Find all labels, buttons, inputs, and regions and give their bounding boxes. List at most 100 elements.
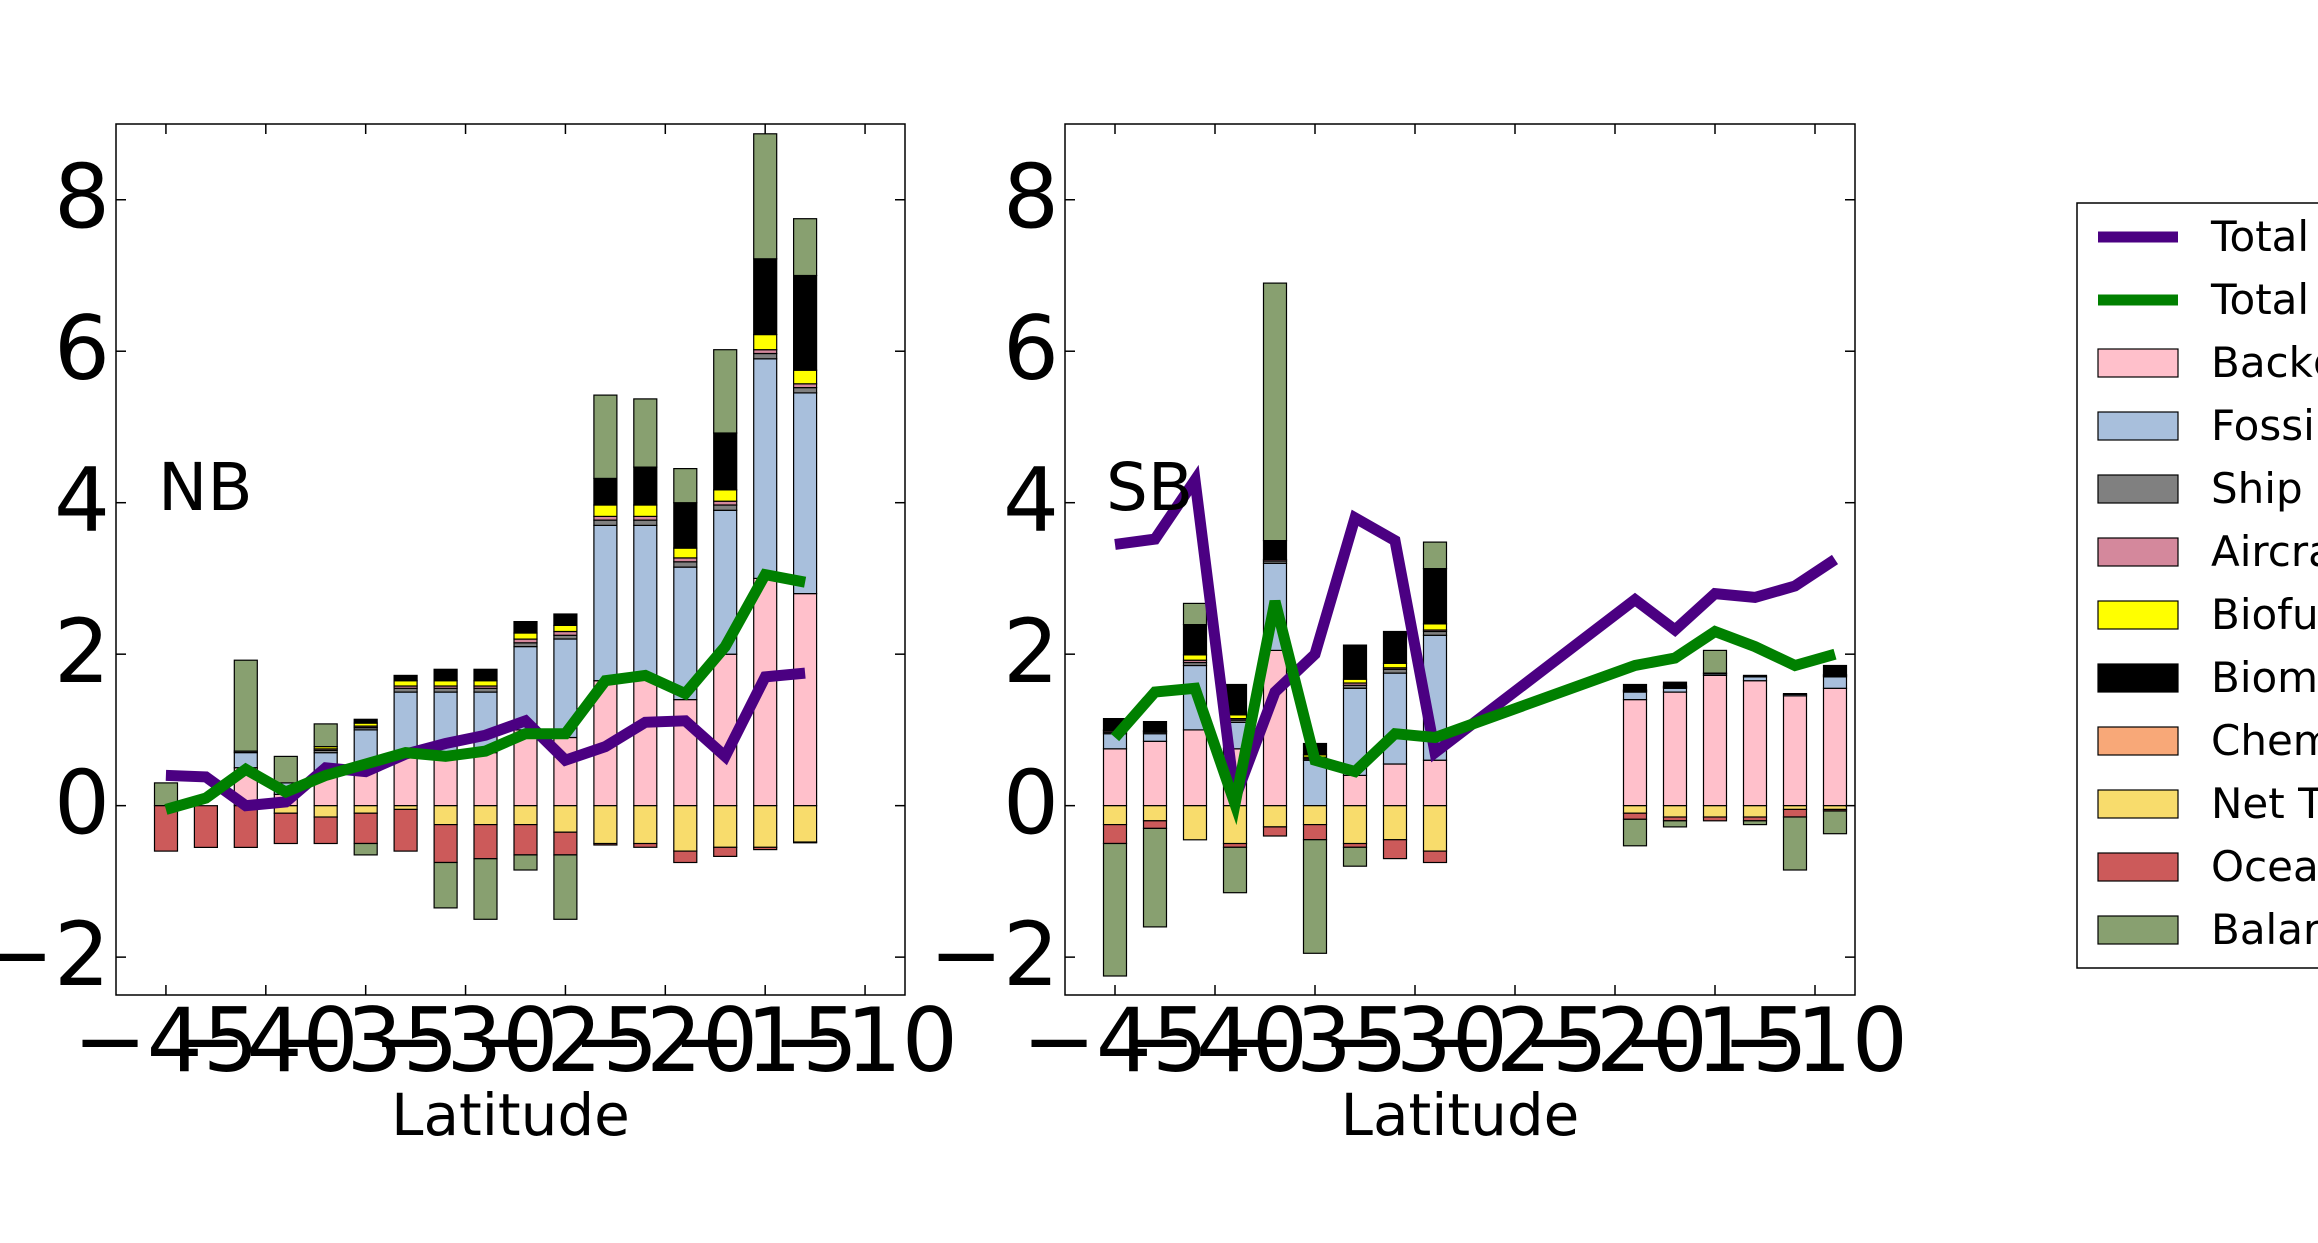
sb-series-line-0 bbox=[1114, 464, 1839, 801]
sb-bar-7-bg bbox=[1382, 763, 1408, 807]
nb-bar-5-ocean bbox=[353, 812, 378, 845]
sb-xtick-label-0: −45 bbox=[1022, 989, 1208, 1092]
nb-bar-13-nett bbox=[673, 805, 698, 852]
nb-bar-15-ship bbox=[753, 352, 778, 360]
nb-bar-14-bal bbox=[713, 349, 738, 434]
legend-label-1: Total bbox=[2210, 275, 2309, 324]
sb-bar-6-bal bbox=[1342, 846, 1368, 867]
sb-bar-6-bg bbox=[1342, 774, 1368, 807]
nb-bar-9-bal bbox=[513, 854, 538, 871]
legend-label-9: Net T bbox=[2211, 779, 2318, 828]
nb-bar-13-biomass bbox=[673, 502, 698, 549]
nb-bar-2-ocean bbox=[233, 805, 258, 849]
sb-ytick-label-0: −2 bbox=[929, 903, 1059, 1006]
sb-bar-0-ocean bbox=[1102, 823, 1128, 845]
nb-bar-16-ocean bbox=[792, 841, 818, 844]
legend-frame bbox=[2076, 202, 2318, 969]
nb-ytick-label-4: 6 bbox=[54, 297, 110, 400]
nb-bar-9-biofuel bbox=[513, 632, 538, 640]
nb-series-lines bbox=[164, 568, 807, 815]
nb-bar-12-fossil bbox=[633, 524, 658, 678]
sb-ytick-label-1: 0 bbox=[1003, 752, 1059, 855]
sb-xtick-label-3: −30 bbox=[1322, 989, 1508, 1092]
nb-bar-4-bal bbox=[313, 723, 338, 748]
nb-bar-16-bg bbox=[792, 592, 818, 807]
sb-bar-13-bg bbox=[1782, 695, 1808, 807]
sb-bar-12-nett bbox=[1742, 805, 1768, 818]
nb-x-axis-label: Latitude bbox=[391, 1081, 630, 1149]
legend-label-2: Backg bbox=[2211, 338, 2318, 387]
nb-bar-11-fossil bbox=[593, 524, 618, 682]
nb-ytick-label-1: 0 bbox=[54, 752, 110, 855]
nb-bar-9-biomass bbox=[513, 620, 538, 634]
sb-bar-12-biomass bbox=[1742, 674, 1768, 678]
sb-bar-6-nett bbox=[1342, 805, 1368, 845]
sb-bar-9-fossil bbox=[1622, 691, 1648, 701]
nb-bar-7-bal bbox=[433, 861, 458, 909]
nb-bar-9-ocean bbox=[513, 823, 538, 856]
sb-bar-7-ocean bbox=[1382, 839, 1408, 860]
nb-series-line-0 bbox=[165, 667, 806, 812]
sb-bar-3-bal bbox=[1222, 846, 1248, 894]
legend-label-4: Ship bbox=[2211, 464, 2303, 513]
nb-xtick-label-1: −40 bbox=[173, 989, 359, 1092]
sb-bar-4-biomass bbox=[1262, 539, 1288, 561]
nb-bar-11-ship bbox=[593, 519, 618, 526]
sb-bar-stacks bbox=[1102, 282, 1848, 977]
nb-bar-16-nett bbox=[792, 805, 818, 843]
sb-bar-11-bg bbox=[1702, 674, 1728, 807]
nb-xtick-label-2: −35 bbox=[273, 989, 459, 1092]
nb-bar-13-bal bbox=[673, 468, 698, 504]
nb-bar-13-aircraft bbox=[673, 557, 698, 563]
nb-bar-10-bal bbox=[553, 854, 578, 920]
sb-bar-11-ocean bbox=[1702, 816, 1728, 822]
nb-bar-10-biofuel bbox=[553, 624, 578, 633]
nb-bar-3-ocean bbox=[273, 812, 298, 845]
sb-bar-5-nett bbox=[1302, 805, 1328, 826]
nb-bar-8-biomass bbox=[473, 668, 498, 682]
sb-bar-1-biomass bbox=[1142, 720, 1168, 732]
nb-bar-14-ship bbox=[713, 504, 738, 511]
nb-bar-1-ocean bbox=[193, 805, 218, 849]
sb-bar-9-bal bbox=[1622, 818, 1648, 847]
nb-bar-6-biofuel bbox=[393, 680, 418, 687]
nb-bar-14-biomass bbox=[713, 432, 738, 491]
sb-xtick-label-2: −35 bbox=[1222, 989, 1408, 1092]
sb-bar-2-biomass bbox=[1182, 623, 1208, 656]
nb-bar-4-ocean bbox=[313, 816, 338, 845]
nb-bar-9-nett bbox=[513, 805, 538, 826]
sb-bar-8-ship bbox=[1422, 630, 1448, 636]
sb-bar-4-nett bbox=[1262, 805, 1288, 828]
nb-bar-14-nett bbox=[713, 805, 738, 849]
sb-bar-10-bal bbox=[1662, 820, 1688, 828]
sb-bar-8-biofuel bbox=[1422, 623, 1448, 631]
nb-bar-14-ocean bbox=[713, 846, 738, 857]
nb-bar-8-bg bbox=[473, 751, 498, 807]
sb-bar-12-bg bbox=[1742, 680, 1768, 807]
nb-bar-16-fossil bbox=[792, 392, 818, 595]
nb-bar-12-ship bbox=[633, 519, 658, 526]
sb-bar-7-fossil bbox=[1382, 672, 1408, 765]
sb-bar-13-ocean bbox=[1782, 808, 1808, 818]
sb-bar-6-biomass bbox=[1342, 644, 1368, 680]
nb-bar-15-biomass bbox=[753, 258, 778, 336]
nb-bar-3-bal bbox=[273, 755, 298, 784]
nb-bar-12-ocean bbox=[633, 842, 658, 848]
nb-bar-13-biofuel bbox=[673, 547, 698, 559]
nb-bar-8-nett bbox=[473, 805, 498, 826]
sb-bar-10-nett bbox=[1662, 805, 1688, 818]
nb-bar-7-biofuel bbox=[433, 680, 458, 687]
legend-patch-swatch-11 bbox=[2097, 915, 2179, 945]
nb-ytick-label-5: 8 bbox=[54, 146, 110, 249]
sb-xtick-label-5: −20 bbox=[1522, 989, 1708, 1092]
nb-bar-11-ocean bbox=[593, 842, 618, 846]
nb-bar-11-biomass bbox=[593, 477, 618, 506]
nb-bar-16-biomass bbox=[792, 274, 818, 371]
sb-bar-7-nett bbox=[1382, 805, 1408, 841]
sb-bar-4-bal bbox=[1262, 282, 1288, 542]
nb-bar-6-biomass bbox=[393, 674, 418, 682]
sb-bar-12-bal bbox=[1742, 820, 1768, 826]
nb-bar-15-ocean bbox=[753, 846, 778, 851]
nb-ytick-label-2: 2 bbox=[54, 600, 110, 703]
